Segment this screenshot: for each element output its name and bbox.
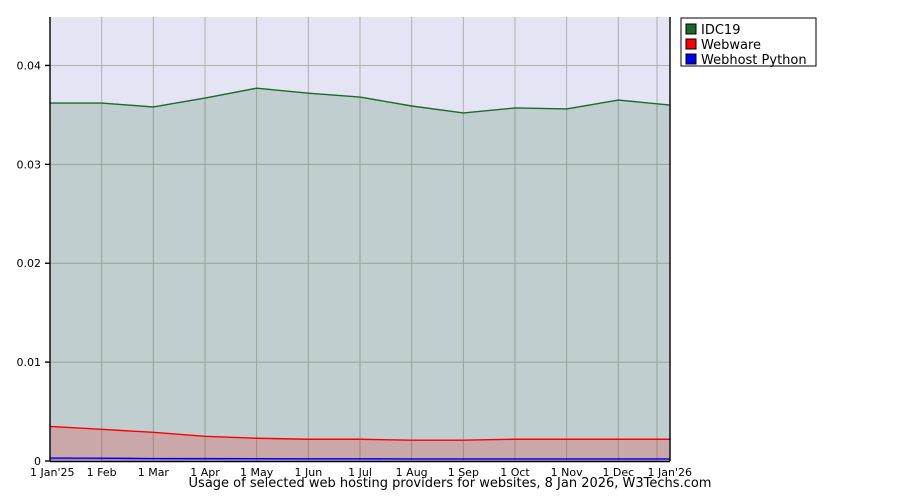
x-tick-label: 1 Jan'25 (30, 466, 74, 479)
x-tick-label: 1 Oct (500, 466, 530, 479)
x-tick-label: 1 Jan'26 (648, 466, 692, 479)
legend-swatch-idc19 (685, 23, 697, 35)
legend-swatch-webhost-python (685, 53, 697, 65)
x-tick-label: 1 Apr (190, 466, 220, 479)
series-line-idc19 (49, 87, 671, 114)
x-tick-label: 1 Jun (294, 466, 322, 479)
legend-label-webware: Webware (701, 38, 761, 53)
x-tick-label: 1 Feb (87, 466, 117, 479)
x-tick-label: 1 Jul (348, 466, 372, 479)
legend-background (680, 17, 817, 67)
series-line-webware (49, 425, 671, 441)
legend-label-idc19: IDC19 (701, 23, 740, 38)
legend-label-webhost-python: Webhost Python (701, 53, 807, 68)
x-tick-label: 1 Sep (448, 466, 479, 479)
series-area-fills (50, 88, 670, 461)
y-tick-label: 0.04 (17, 59, 42, 72)
chart-caption: Usage of selected web hosting providers … (189, 476, 712, 491)
y-tick-label: 0.01 (17, 356, 42, 369)
y-tick-label: 0.02 (17, 257, 42, 270)
series-lines (49, 87, 671, 460)
x-tick-labels: 1 Jan'25 1 Feb 1 Mar 1 Apr 1 May 1 Jun 1 Jul 1 … (30, 466, 692, 479)
series-area-webware (50, 426, 670, 461)
y-tick-label: 0.03 (17, 158, 42, 171)
x-tick-label: 1 Nov (551, 466, 583, 479)
x-gridlines (101, 17, 658, 461)
y-tick-labels: 0 0.01 0.02 0.03 0.04 (17, 59, 42, 468)
series-area-idc19 (50, 88, 670, 461)
x-tick-label: 1 May (240, 466, 274, 479)
legend-swatch-webware (685, 38, 697, 50)
x-tick-label: 1 Dec (602, 466, 634, 479)
x-tick-label: 1 Mar (138, 466, 170, 479)
y-tick-marks (45, 64, 50, 462)
y-tick-label: 0 (34, 455, 41, 468)
x-tick-label: 1 Aug (396, 466, 428, 479)
axis-lines (49, 17, 671, 463)
series-line-webhost-python (49, 457, 671, 460)
